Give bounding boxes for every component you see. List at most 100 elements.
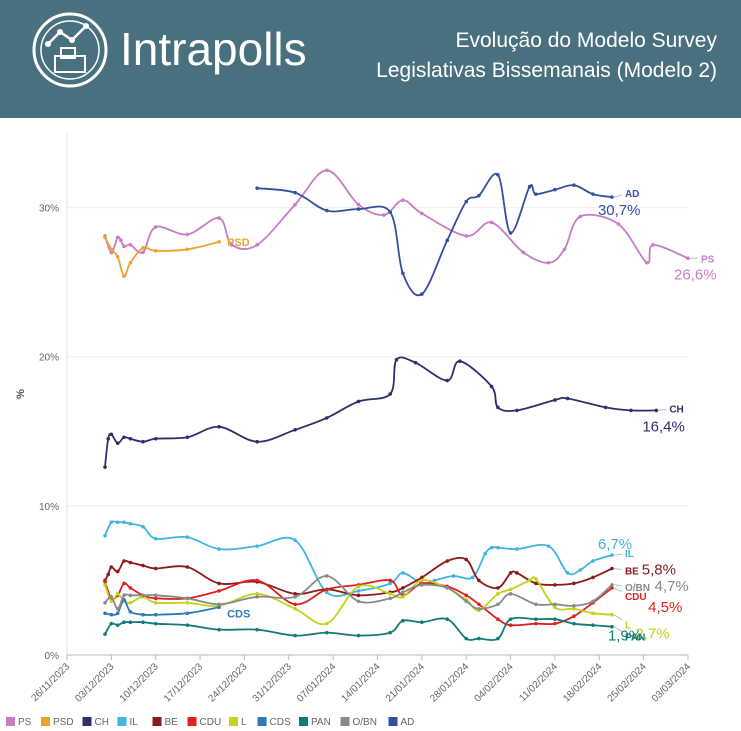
data-point (356, 584, 361, 589)
data-point (293, 202, 297, 207)
data-point (527, 578, 532, 583)
data-point (325, 574, 329, 578)
data-point (610, 566, 614, 571)
data-point (255, 578, 259, 583)
y-tick-label: 10% (39, 502, 59, 513)
data-point (109, 599, 114, 604)
chart-title: Evolução do Modelo Survey (455, 29, 718, 52)
legend-swatch (299, 717, 308, 726)
data-point (122, 274, 126, 278)
end-label-value-cdu: 4,5% (648, 599, 682, 616)
legend-item-cds: CDS (257, 717, 291, 728)
data-point (255, 592, 259, 596)
data-point (445, 617, 450, 622)
data-point (293, 592, 297, 596)
series-ad (255, 172, 614, 297)
data-point (217, 547, 221, 551)
data-point (616, 222, 621, 226)
data-point (508, 623, 513, 627)
data-point (356, 593, 361, 598)
data-point (185, 601, 190, 605)
data-point (603, 405, 608, 410)
data-point (293, 427, 297, 432)
data-point (217, 605, 221, 610)
data-point (534, 621, 538, 626)
data-point (388, 210, 392, 214)
data-point (534, 602, 538, 607)
x-tick-label: 28/01/2024 (428, 661, 471, 704)
data-point (651, 243, 655, 247)
data-point (553, 621, 557, 626)
series-il (103, 520, 614, 597)
data-point (115, 569, 120, 574)
data-point (553, 398, 557, 402)
data-point (591, 575, 595, 580)
data-point (293, 595, 297, 599)
data-point (451, 574, 456, 578)
data-point (508, 587, 513, 592)
end-label-value-be: 5,8% (642, 561, 676, 578)
y-axis: 0% 10% 20% 30%% (15, 204, 59, 662)
data-point (470, 575, 475, 580)
data-point (325, 168, 329, 173)
data-point (153, 601, 158, 605)
legend-label: O/BN (353, 717, 377, 728)
data-point (153, 621, 158, 626)
data-point (420, 211, 424, 216)
data-point (464, 199, 469, 204)
data-point (122, 559, 126, 563)
series-psd (103, 235, 221, 278)
legend-item-be: BE (152, 717, 179, 728)
data-point (610, 624, 614, 629)
leader-line (613, 194, 623, 198)
data-point (185, 611, 190, 616)
leader-line (658, 408, 667, 411)
data-point (217, 627, 221, 632)
data-point (420, 575, 424, 580)
series-ch (103, 356, 659, 469)
legend-item-il: IL (117, 717, 138, 728)
data-point (229, 243, 234, 247)
data-point (527, 184, 532, 189)
data-point (591, 192, 595, 196)
data-point (356, 399, 361, 404)
data-point (293, 190, 297, 195)
data-point (293, 633, 297, 638)
data-point (464, 599, 469, 604)
data-point (325, 630, 329, 635)
legend-label: BE (165, 717, 179, 728)
data-point (591, 611, 595, 616)
data-point (401, 618, 405, 623)
data-point (388, 578, 392, 583)
data-point (508, 231, 513, 235)
legend-label: CDS (270, 717, 291, 728)
data-point (654, 408, 659, 413)
data-point (553, 617, 557, 622)
legend-item-ad: AD (388, 717, 414, 728)
data-point (153, 249, 158, 253)
data-point (496, 636, 500, 641)
legend-swatch (152, 717, 162, 726)
x-tick-label: 21/01/2024 (384, 661, 427, 704)
data-point (445, 238, 450, 243)
data-point (103, 632, 107, 636)
data-point (185, 232, 190, 237)
data-point (591, 623, 595, 627)
chart-subtitle: Legislativas Bissemanais (Modelo 2) (376, 59, 717, 82)
data-point (128, 560, 133, 565)
data-point (413, 360, 418, 365)
data-point (464, 234, 469, 238)
data-point (610, 553, 614, 557)
end-label-value-l: 2,7% (635, 626, 669, 643)
data-point (255, 595, 259, 599)
data-point (572, 603, 576, 608)
data-point (122, 620, 126, 624)
data-point (217, 581, 221, 586)
data-point (356, 207, 361, 211)
leader-line (613, 587, 623, 593)
data-point (128, 521, 133, 526)
data-point (128, 593, 133, 598)
legend-label: PSD (53, 717, 74, 728)
y-tick-label: 20% (39, 353, 59, 364)
data-point (255, 544, 259, 548)
